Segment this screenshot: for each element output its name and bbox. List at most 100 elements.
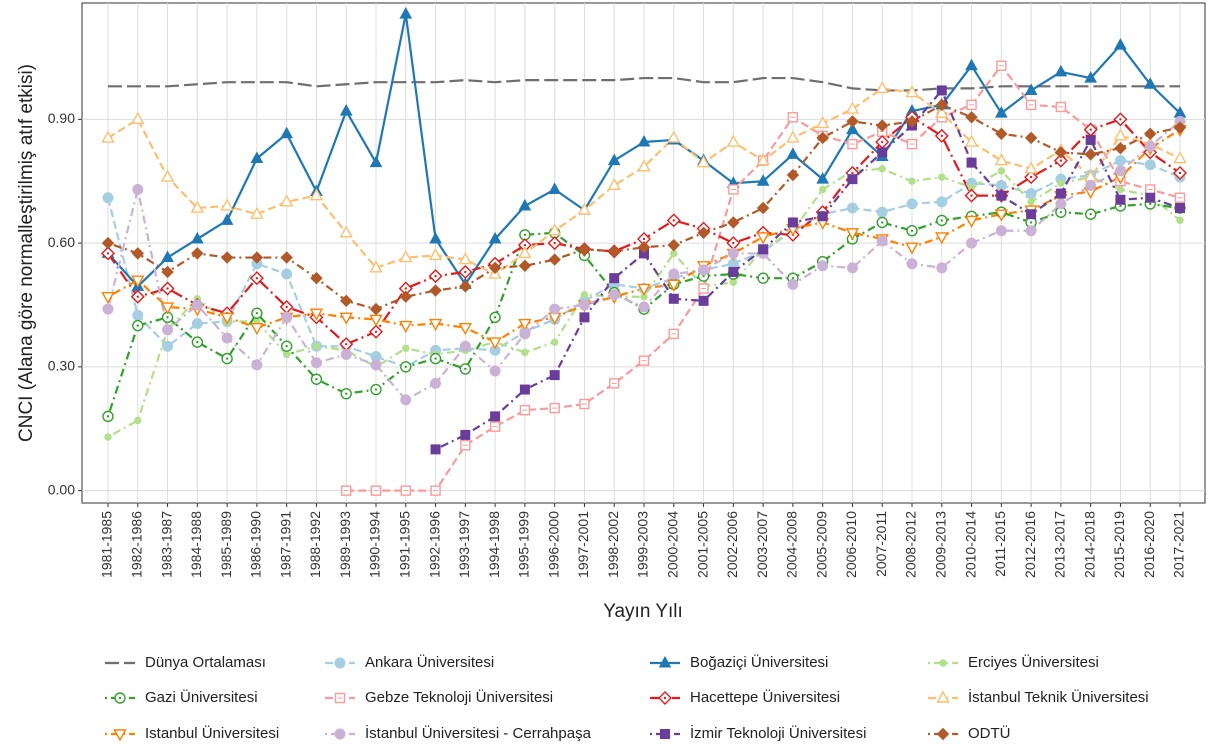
legend-label: Hacettepe Üniversitesi (690, 688, 840, 706)
marker (846, 262, 858, 274)
marker-dot (255, 276, 259, 280)
marker (428, 269, 443, 284)
marker (1113, 112, 1128, 127)
marker (519, 328, 531, 340)
marker (488, 231, 502, 244)
marker (1144, 140, 1156, 152)
marker (114, 692, 126, 704)
series-line (346, 64, 1181, 492)
marker (102, 192, 114, 204)
x-tick-label: 2001-2005 (694, 511, 710, 578)
marker (310, 357, 322, 369)
marker (786, 168, 800, 182)
x-tick-label: 2011-2015 (992, 511, 1008, 577)
marker (637, 159, 651, 172)
marker (1144, 159, 1156, 171)
marker (1084, 71, 1098, 83)
marker (997, 167, 1006, 175)
marker (458, 264, 473, 279)
legend-label: İstanbul Teknik Üniversitesi (968, 688, 1149, 706)
marker (994, 106, 1008, 118)
x-tick-label: 1983-1987 (158, 511, 174, 578)
marker (489, 311, 501, 324)
marker (310, 373, 323, 385)
marker-dot (374, 330, 378, 333)
marker (334, 692, 346, 704)
marker (609, 273, 620, 284)
marker-dot (970, 194, 973, 197)
marker (549, 303, 561, 315)
marker (728, 266, 739, 277)
legend-label: İstanbul Üniversitesi - Cerrahpaşa (365, 724, 592, 742)
marker (637, 134, 651, 147)
marker (964, 188, 979, 203)
x-tick-label: 1987-1991 (277, 511, 293, 578)
marker-dot (434, 357, 437, 360)
marker (935, 105, 949, 118)
marker (400, 394, 412, 406)
marker-dot (118, 696, 122, 700)
marker (727, 216, 740, 229)
marker-dot (493, 316, 497, 319)
marker (757, 272, 769, 284)
marker (220, 213, 234, 225)
marker (996, 60, 1007, 71)
marker (399, 320, 413, 334)
marker (1114, 155, 1126, 167)
marker-dot (1059, 210, 1063, 214)
marker (815, 116, 830, 129)
marker (607, 177, 621, 191)
marker (816, 131, 829, 145)
marker (132, 309, 144, 321)
marker (160, 281, 175, 296)
x-tick-label: 1998-2002 (605, 511, 621, 578)
marker (488, 337, 502, 350)
marker (160, 302, 175, 315)
marker (489, 365, 501, 377)
marker (638, 301, 650, 313)
legend-label: Ankara Üniversitesi (365, 653, 494, 671)
marker (906, 225, 918, 237)
marker-dot (851, 171, 854, 175)
marker (698, 295, 709, 306)
marker (726, 134, 741, 147)
marker (101, 292, 115, 305)
marker (113, 729, 127, 742)
marker (964, 134, 979, 147)
marker (339, 104, 353, 116)
marker (459, 280, 472, 293)
x-tick-label: 1981-1985 (99, 511, 115, 578)
marker (637, 283, 651, 296)
marker (458, 322, 473, 336)
marker (547, 223, 562, 236)
marker (667, 130, 681, 143)
marker (549, 370, 560, 381)
x-tick-label: 2006-2010 (843, 511, 859, 578)
x-tick-label: 2010-2014 (962, 511, 978, 578)
marker (607, 153, 621, 166)
marker (936, 690, 950, 703)
marker-dot (1029, 175, 1033, 179)
marker (488, 261, 502, 275)
x-tick-label: 2014-2018 (1081, 511, 1097, 578)
marker (846, 202, 858, 214)
x-tick-label: 2015-2019 (1111, 511, 1127, 578)
marker (609, 378, 620, 389)
marker (727, 247, 739, 259)
x-tick-label: 1997-2001 (575, 511, 591, 578)
x-tick-label: 2012-2016 (1022, 511, 1038, 578)
marker (786, 130, 800, 143)
x-tick-label: 1999-2003 (635, 511, 651, 578)
marker (1024, 131, 1038, 145)
marker (818, 185, 827, 194)
marker (756, 153, 770, 166)
marker (251, 307, 263, 319)
marker (489, 421, 501, 432)
marker (1055, 101, 1067, 113)
marker-dot (1149, 202, 1152, 206)
series-line (108, 76, 1180, 92)
y-tick-label: 0.00 (48, 481, 75, 497)
marker (936, 262, 948, 274)
marker (845, 228, 860, 241)
